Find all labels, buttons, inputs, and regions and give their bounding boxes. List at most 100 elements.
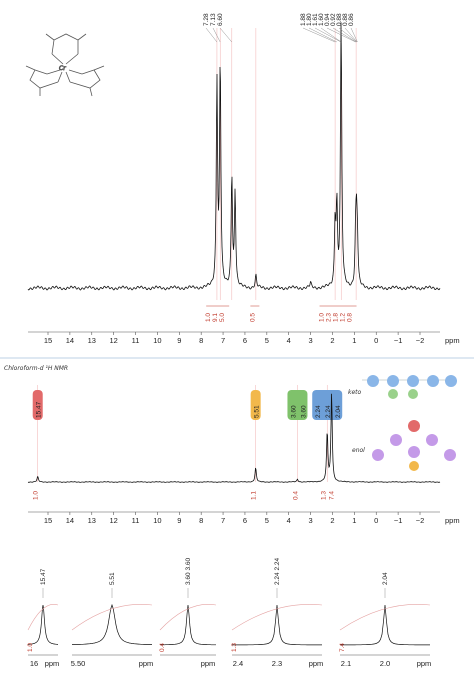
zoom-inset: 5.51 5.50 ppm: [71, 572, 154, 668]
enol-atom-4: [426, 434, 438, 446]
x-axis-title: ppm: [445, 516, 460, 525]
zoom-trace: [28, 604, 58, 645]
keto-atom-6: [388, 389, 398, 399]
peak-label: 1.80: [306, 13, 313, 26]
peak-leader: [308, 27, 337, 43]
zoom-tick-label: ppm: [201, 659, 216, 668]
peak-label: 2.24: [325, 405, 332, 418]
zoom-integral-curve: [27, 603, 59, 631]
x-tick-label: 15: [44, 336, 52, 345]
zoom-peak-label: 2.24 2.24: [274, 558, 281, 585]
x-tick-label: 12: [109, 336, 117, 345]
integral-value: 1.2: [340, 313, 347, 322]
zoom-tick-label: 5.50: [71, 659, 86, 668]
x-tick-label: 13: [88, 516, 96, 525]
x-tick-label: 2: [330, 516, 334, 525]
keto-atom-5: [445, 375, 457, 387]
zoom-tick-label: 2.4: [233, 659, 243, 668]
integral-value: 1.8: [333, 313, 340, 322]
keto-atom-1: [367, 375, 379, 387]
keto-atom-2: [387, 375, 399, 387]
x-tick-label: −1: [394, 516, 403, 525]
x-tick-label: 4: [287, 516, 291, 525]
x-tick-label: 7: [221, 516, 225, 525]
zoom-integral-value: 7.4: [339, 643, 346, 652]
x-tick-label: 0: [374, 336, 378, 345]
integral-value: 1.1: [251, 491, 258, 500]
peak-label: 3.60: [300, 405, 307, 418]
peak-flag-badge: [32, 390, 43, 420]
peak-leader: [212, 27, 221, 43]
x-tick-label: 8: [199, 516, 203, 525]
peak-label: 0.94: [324, 13, 331, 26]
x-tick-label: 12: [109, 516, 117, 525]
keto-atom-3: [407, 375, 419, 387]
zoom-peak-label: 3.60 3.60: [185, 558, 192, 585]
x-axis-title: ppm: [445, 336, 460, 345]
zoom-tick-label: ppm: [417, 659, 432, 668]
spectrum-trace: [27, 393, 441, 483]
x-tick-label: 10: [153, 336, 161, 345]
middle-spectrum-panel: Chloroform-d ¹H NMR 15.47 5.51 3.60 3.60 2.24…: [4, 365, 460, 525]
peak-leader: [338, 27, 358, 43]
x-tick-label: 1: [352, 516, 356, 525]
x-tick-label: 1: [352, 336, 356, 345]
x-tick-label: 8: [199, 336, 203, 345]
integral-value: 1.0: [205, 313, 212, 322]
zoom-trace: [160, 604, 216, 646]
zoom-trace: [232, 604, 322, 646]
enol-atom-2: [390, 434, 402, 446]
solvent-note: Chloroform-d ¹H NMR: [4, 365, 68, 372]
x-tick-label: 3: [309, 336, 313, 345]
integral-value: 5.0: [219, 313, 226, 322]
integral-value: 7.4: [328, 491, 335, 500]
peak-leader: [320, 27, 342, 43]
peak-leader: [332, 27, 357, 43]
peak-label: 1.88: [300, 13, 307, 26]
keto-atom-4: [427, 375, 439, 387]
x-tick-label: 10: [153, 516, 161, 525]
peak-leader: [314, 27, 342, 43]
peak-label: 2.04: [335, 405, 342, 418]
peak-flag-badge: [250, 390, 261, 420]
zoom-tick-label: 2.0: [380, 659, 390, 668]
zoom-inset: 3.60 3.60 0.4 ppm: [159, 558, 217, 668]
x-tick-label: −2: [416, 516, 425, 525]
zoom-tick-label: 16: [30, 659, 38, 668]
peak-label: 0.88: [336, 13, 343, 26]
integral-value: 0.4: [292, 491, 299, 500]
x-tick-label: 11: [132, 516, 140, 525]
zoom-trace: [340, 604, 430, 646]
zoom-tick-label: ppm: [309, 659, 324, 668]
zoom-integral-value: 1.3: [231, 643, 238, 652]
zoom-tick-label: ppm: [45, 659, 60, 668]
x-tick-label: 14: [66, 516, 74, 525]
peak-label: 6.60: [217, 13, 224, 26]
peak-label: 7.13: [210, 13, 217, 26]
x-tick-label: 14: [66, 336, 74, 345]
integral-value: 0.5: [249, 313, 256, 322]
peak-label: 0.88: [342, 13, 349, 26]
keto-label: keto: [348, 389, 362, 396]
peak-label: 1.61: [312, 13, 319, 26]
keto-structure: keto: [348, 375, 457, 399]
integral-value: 2.3: [326, 313, 333, 322]
peak-label: 5.51: [254, 405, 261, 418]
peak-flag-badge: [287, 390, 308, 420]
x-tick-label: −2: [416, 336, 425, 345]
zoom-integral-curve: [339, 604, 431, 631]
zoom-tick-label: 2.3: [272, 659, 282, 668]
peak-label: 2.24: [315, 405, 322, 418]
enol-atom-1: [372, 449, 384, 461]
peak-label: 15.47: [36, 401, 43, 418]
enol-label: enol: [352, 447, 365, 454]
zoom-peak-label: 15.47: [40, 568, 47, 585]
peak-leader: [302, 27, 336, 43]
integral-value: 1.0: [319, 313, 326, 322]
zoom-inset: 2.04 7.4 2.1 2.0 ppm: [339, 572, 431, 668]
keto-atom-7: [408, 389, 418, 399]
zoom-inset: 2.24 2.24 1.3 2.4 2.3 ppm: [231, 558, 323, 668]
integral-value: 9.1: [212, 313, 219, 322]
